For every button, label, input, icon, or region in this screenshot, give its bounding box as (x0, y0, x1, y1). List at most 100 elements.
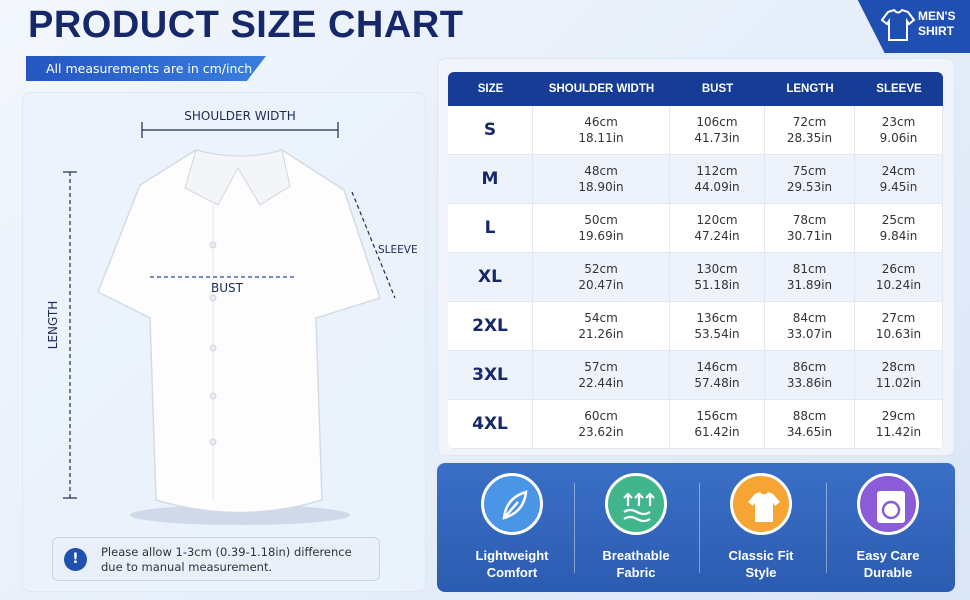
feature: Classic Fit Style (706, 473, 816, 581)
feature-label: Lightweight (475, 548, 549, 563)
cm-value: 29cm (881, 409, 916, 423)
feature-label: Style (745, 565, 777, 580)
inch-value: 53.54in (694, 327, 740, 341)
buttons (209, 241, 217, 446)
cm-value: 57cm (584, 360, 618, 374)
cm-value: 106cm (696, 115, 738, 129)
size-cell: S (448, 106, 533, 155)
measure-cell: 106cm 41.73in (670, 106, 765, 155)
icon (748, 492, 780, 522)
measure-cell: 88cm 34.65in (765, 400, 855, 449)
inch-value: 44.09in (694, 180, 740, 194)
title: PRODUCT SIZE CHART (28, 4, 464, 46)
column-header: BUST (670, 72, 765, 106)
measure-cell: 57cm 22.44in (533, 351, 670, 400)
inch-value: 41.73in (694, 131, 740, 145)
inch-value: 10.24in (875, 278, 922, 292)
shirt-icon (880, 8, 916, 41)
inch-value: 23.62in (578, 425, 624, 439)
cm-value: 130cm (696, 262, 738, 276)
cm-value: 86cm (792, 360, 827, 374)
inch-value: 9.06in (879, 131, 918, 145)
cm-value: 78cm (792, 213, 827, 227)
size-cell: 4XL (448, 400, 533, 449)
shadow (130, 505, 350, 525)
measure-cell: 72cm 28.35in (765, 106, 855, 155)
cm-value: 136cm (696, 311, 738, 325)
measure-cell: 23cm 9.06in (855, 106, 943, 155)
cm-value: 75cm (792, 164, 827, 178)
cm-value: 28cm (881, 360, 916, 374)
dimension-lines (63, 122, 396, 499)
inch-value: 20.47in (578, 278, 624, 292)
measure-cell: 81cm 31.89in (765, 253, 855, 302)
cm-value: 84cm (792, 311, 827, 325)
cm-value: 88cm (792, 409, 827, 423)
measure-cell: 54cm 21.26in (533, 302, 670, 351)
column-header: SLEEVE (855, 72, 943, 106)
feature-label: Comfort (486, 565, 538, 580)
size-cell: L (448, 204, 533, 253)
icon (502, 490, 528, 520)
column-header: SHOULDER WIDTH (533, 72, 670, 106)
cm-value: 146cm (696, 360, 738, 374)
separator (826, 483, 827, 573)
inch-value: 47.24in (694, 229, 740, 243)
inch-value: 10.63in (875, 327, 922, 341)
inch-value: 21.26in (578, 327, 624, 341)
feature-label: Breathable (602, 548, 670, 563)
measure-cell: 46cm 18.11in (533, 106, 670, 155)
inch-value: 57.48in (694, 376, 740, 390)
feature-label: Easy Care (856, 548, 920, 563)
measure-cell: 28cm 11.02in (855, 351, 943, 400)
label-length: LENGTH (46, 301, 60, 349)
size-cell: M (448, 155, 533, 204)
inch-value: 33.86in (786, 376, 833, 390)
measure-cell: 25cm 9.84in (855, 204, 943, 253)
size-table: SIZE SHOULDER WIDTH BUST LENGTH SLEEVE S 46cm 1… (448, 72, 943, 449)
cm-value: 72cm (792, 115, 827, 129)
inch-value: 33.07in (786, 327, 833, 341)
note: ! Please allow 1-3cm (0.39-1.18in) differ… (52, 537, 380, 581)
feature-icon (730, 473, 792, 535)
measure-cell: 84cm 33.07in (765, 302, 855, 351)
measure-cell: 86cm 33.86in (765, 351, 855, 400)
inch-value: 34.65in (786, 425, 833, 439)
feature-icon (481, 473, 543, 535)
cm-value: 81cm (792, 262, 827, 276)
cm-value: 52cm (584, 262, 618, 276)
cm-value: 26cm (881, 262, 916, 276)
cm-value: 48cm (584, 164, 618, 178)
inch-value: 9.84in (879, 229, 918, 243)
cm-value: 23cm (881, 115, 916, 129)
measure-cell: 60cm 23.62in (533, 400, 670, 449)
column-header: SIZE (448, 72, 533, 106)
badge-line: MEN'S (918, 9, 956, 23)
inch-value: 28.35in (786, 131, 833, 145)
size-cell: XL (448, 253, 533, 302)
features-panel: Lightweight Comfort Breathable Fabric Classi… (437, 463, 955, 592)
feature: Breathable Fabric (581, 473, 691, 581)
cm-value: 112cm (696, 164, 738, 178)
icon (623, 492, 655, 523)
feature-icon (857, 473, 919, 535)
cm-value: 54cm (584, 311, 618, 325)
measure-cell: 130cm 51.18in (670, 253, 765, 302)
inch-value: 18.11in (578, 131, 624, 145)
measure-cell: 48cm 18.90in (533, 155, 670, 204)
inch-value: 61.42in (694, 425, 740, 439)
measure-cell: 136cm 53.54in (670, 302, 765, 351)
separator (699, 483, 700, 573)
label-sleeve: SLEEVE (378, 244, 418, 256)
badge-line: SHIRT (918, 24, 954, 38)
subtitle: All measurements are in cm/inch (26, 56, 266, 81)
shirt-diagram: SHOULDER WIDTH SLEEVE BUST LENGTH (46, 109, 418, 525)
inch-value: 19.69in (578, 229, 624, 243)
inch-value: 30.71in (786, 229, 833, 243)
inch-value: 18.90in (578, 180, 624, 194)
measure-cell: 78cm 30.71in (765, 204, 855, 253)
feature-label: Classic Fit (728, 548, 794, 563)
label-shoulder: SHOULDER WIDTH (184, 109, 296, 123)
collar (184, 149, 291, 206)
